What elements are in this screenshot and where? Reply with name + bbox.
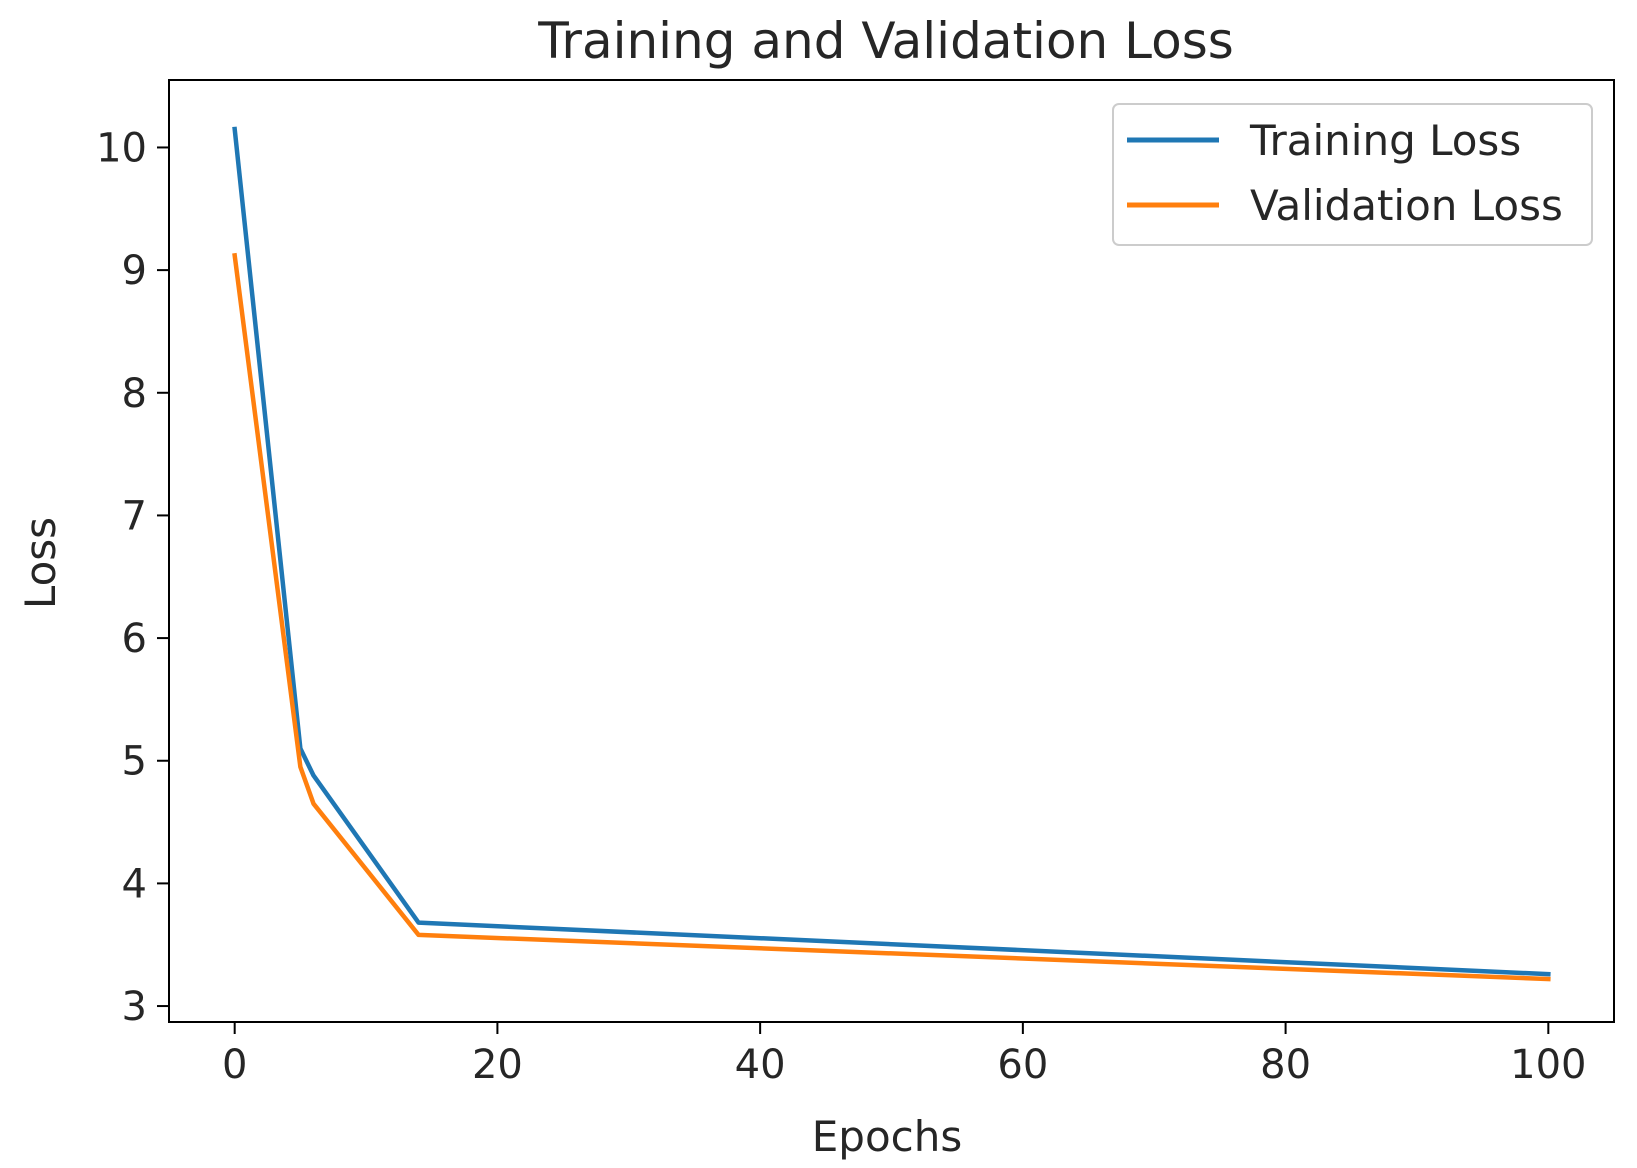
y-tick-label: 8 [122,371,147,417]
x-tick-label: 60 [997,1042,1048,1088]
legend-box [1112,103,1593,246]
y-tick-label: 6 [122,616,147,662]
x-axis-label: Epochs [812,1112,963,1161]
y-tick-label: 3 [122,984,147,1030]
y-tick-label: 9 [122,248,147,294]
series-line-validation-loss [232,252,1551,982]
x-tick-label: 80 [1260,1042,1311,1088]
x-tick-label: 0 [222,1042,247,1088]
x-axis-ticks: 0 20 40 60 80 100 [222,1022,1586,1088]
legend: Training Loss Validation Loss [1112,103,1593,246]
y-tick-label: 7 [122,493,147,539]
y-tick-label: 4 [122,861,147,907]
y-axis-label: Loss [16,517,65,609]
y-tick-label: 5 [122,739,147,785]
series-layer [232,126,1551,982]
series-line-training-loss [232,126,1551,977]
plot-frame [168,79,1615,1023]
y-axis-ticks: 3 4 5 6 7 8 9 10 [96,125,169,1030]
x-tick-label: 100 [1510,1042,1586,1088]
legend-label-validation: Validation Loss [1250,181,1563,230]
x-tick-label: 40 [735,1042,786,1088]
y-tick-label: 10 [96,125,147,171]
legend-label-training: Training Loss [1249,116,1521,165]
chart-title: Training and Validation Loss [537,12,1234,70]
x-tick-label: 20 [472,1042,523,1088]
